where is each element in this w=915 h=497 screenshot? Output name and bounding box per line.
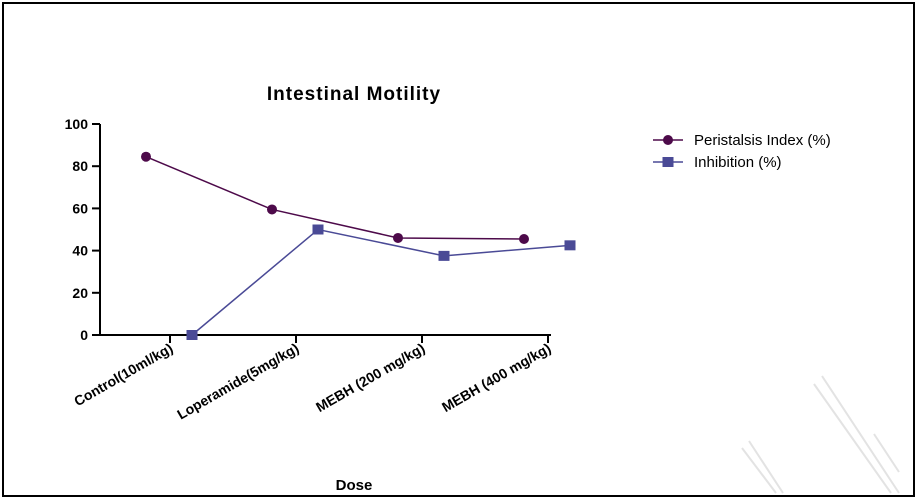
chart-title: Intestinal Motility [267,84,441,105]
x-axis-label: Dose [336,477,373,494]
series-line-2 [191,228,571,336]
legend-marker-square [662,157,674,167]
data-point-circle [267,204,277,215]
y-tick-label: 100 [65,116,89,132]
data-point-square [186,330,198,340]
x-tick-label: Control(10ml/kg) [71,340,175,409]
y-tick-label: 20 [72,285,88,301]
y-axis-ticks: 0 20 40 60 80 100 [65,116,100,343]
y-tick-label: 80 [72,158,88,174]
axes [99,124,551,336]
data-point-circle [519,233,529,244]
series-group [141,151,576,340]
data-point-circle [141,151,151,162]
legend-label: Inhibition (%) [694,154,782,171]
data-point-circle [393,232,403,243]
x-tick-label: MEBH (400 mg/kg) [439,340,553,415]
x-tick-label: MEBH (200 mg/kg) [313,340,427,415]
data-point-square [438,250,450,261]
legend-marker-circle [663,135,673,145]
x-axis-ticks: Control(10ml/kg)Loperamide(5mg/kg) MEBH (… [71,335,554,423]
y-tick-label: 40 [72,243,88,259]
data-point-square [564,240,576,251]
series-line-1 [145,156,525,240]
y-tick-label: 0 [80,327,88,343]
data-point-square [312,224,324,235]
legend-label: Peristalsis Index (%) [694,132,831,149]
watermark [741,375,900,494]
y-tick-label: 60 [72,200,88,216]
legend: Peristalsis Index (%) Inhibition (%) [653,132,831,171]
line-chart: Intestinal Motility 0 20 40 60 80 100 Control… [65,84,900,494]
x-tick-label: Loperamide(5mg/kg) [174,340,301,423]
